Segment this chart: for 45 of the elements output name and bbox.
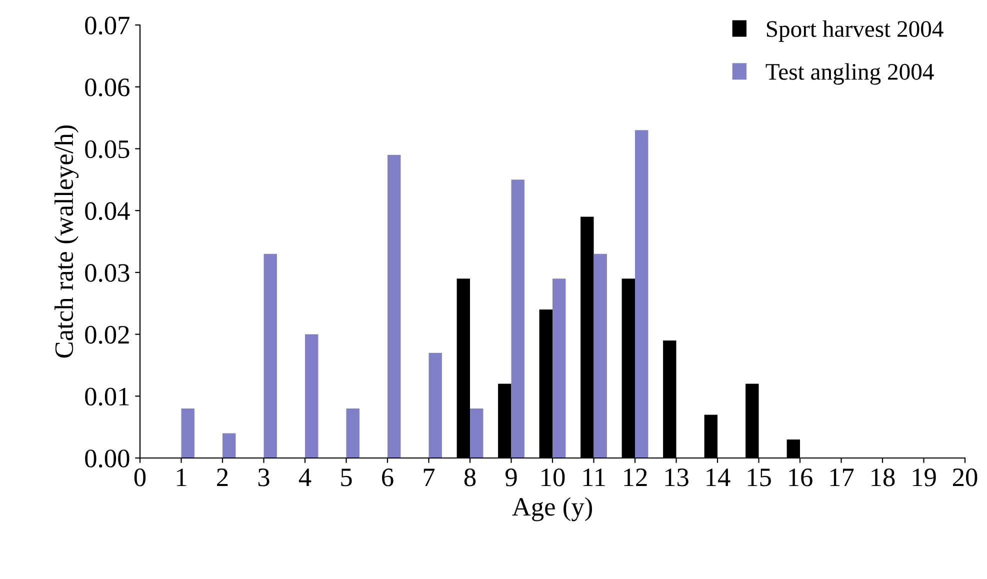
x-tick-label: 9 [506, 468, 517, 486]
x-tick-label: 13 [665, 468, 688, 486]
x-tick-label: 6 [382, 468, 394, 486]
x-tick-label: 1 [176, 468, 186, 486]
x-tick-label: 14 [706, 468, 730, 486]
bar [305, 334, 318, 458]
x-axis-title: Age (y) [512, 497, 592, 522]
x-tick-label: 3 [258, 468, 270, 486]
bar [388, 154, 401, 458]
x-tick-label: 18 [872, 468, 895, 486]
bar [511, 180, 524, 458]
y-tick-label: 0.01 [85, 388, 129, 406]
x-tick-label: 2 [217, 468, 228, 486]
bar [552, 278, 566, 458]
bar [181, 408, 194, 458]
x-tick-label: 11 [583, 468, 605, 486]
legend-label: Sport harvest 2004 [766, 20, 944, 42]
y-tick-label: 0.02 [85, 326, 129, 344]
legend-label: Test angling 2004 [766, 63, 934, 85]
x-tick-label: 16 [789, 468, 812, 486]
y-tick-label: 0.07 [85, 16, 130, 35]
bar [470, 408, 484, 458]
y-tick-label: 0.00 [85, 450, 130, 468]
y-tick-label: 0.05 [85, 140, 130, 158]
x-tick-label: 17 [830, 468, 854, 486]
x-tick-label: 12 [624, 468, 647, 486]
x-tick-label: 19 [912, 468, 936, 486]
y-tick-label: 0.04 [85, 202, 130, 220]
x-tick-label: 0 [134, 468, 146, 486]
y-axis-title: Catch rate (walleye/h) [54, 125, 79, 358]
bar [635, 130, 648, 458]
bar [222, 433, 236, 458]
x-tick-label: 10 [542, 468, 565, 486]
bar [346, 408, 360, 458]
bar [594, 254, 607, 458]
x-tick-label: 8 [464, 468, 476, 486]
x-tick-label: 15 [748, 468, 771, 486]
x-tick-label: 4 [298, 468, 312, 486]
y-tick-label: 0.06 [85, 78, 130, 96]
bar [264, 254, 277, 458]
bar [428, 352, 442, 458]
y-tick-label: 0.03 [85, 264, 130, 282]
x-tick-label: 20 [952, 468, 978, 486]
x-tick-label: 7 [424, 468, 435, 486]
x-tick-label: 5 [341, 468, 352, 486]
